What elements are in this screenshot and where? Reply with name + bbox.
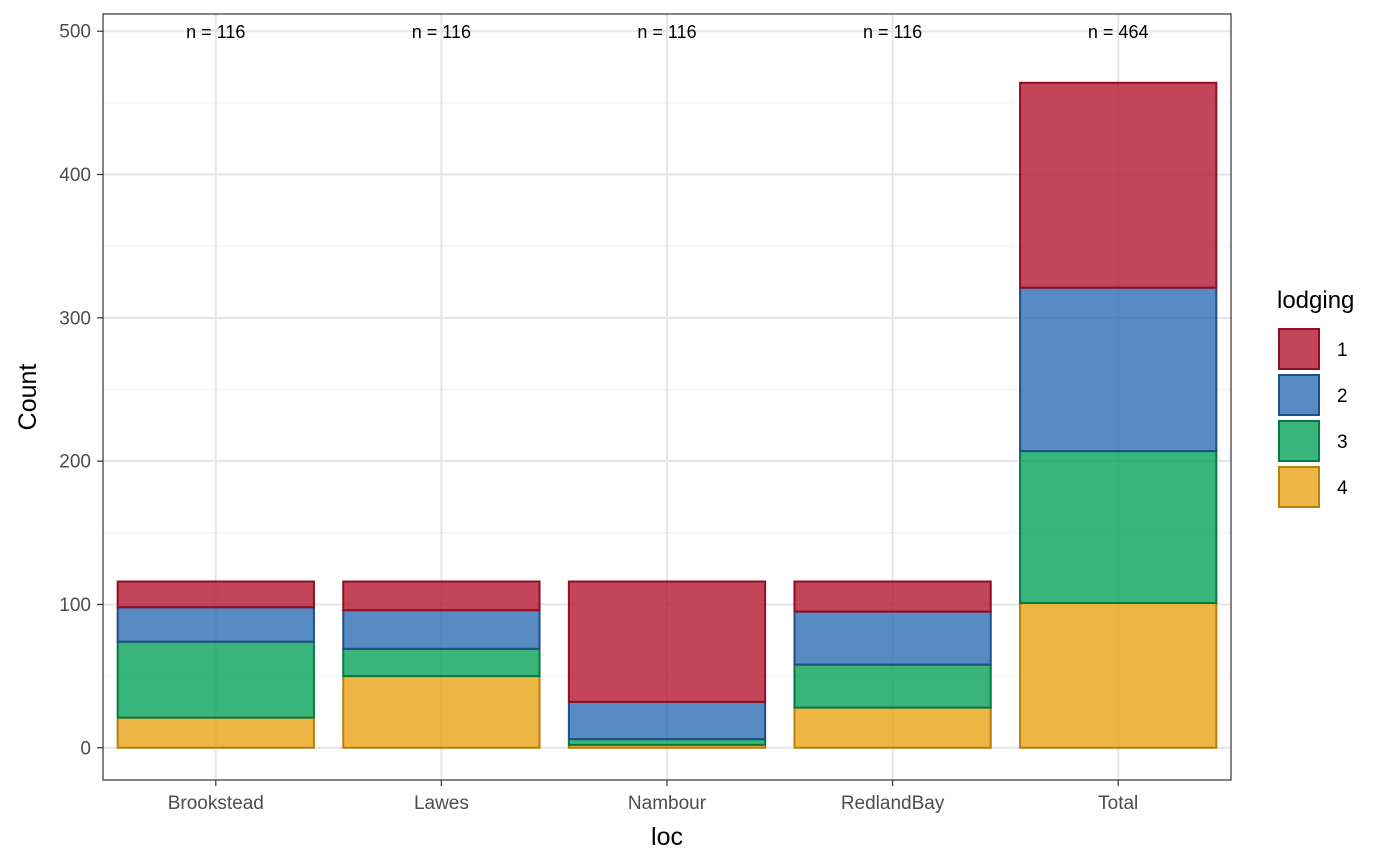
- legend-swatch: [1278, 374, 1320, 416]
- x-tick-label: Total: [1098, 793, 1138, 814]
- bar-segment: [567, 700, 767, 741]
- bar-segment: [342, 580, 541, 612]
- bar-segment: [793, 706, 992, 749]
- bar-segment: [1019, 450, 1218, 605]
- legend-title: lodging: [1277, 287, 1354, 314]
- bars: [116, 81, 1218, 749]
- bar-segment: [793, 663, 992, 709]
- bar-segment: [342, 647, 541, 678]
- y-axis-title: Count: [14, 364, 42, 431]
- y-tick-label: 100: [59, 595, 91, 616]
- bar-segment: [116, 580, 315, 609]
- y-axis: 0 100 200 300 400 500: [59, 22, 103, 759]
- bar-segment: [793, 610, 992, 666]
- bar-segment: [1019, 81, 1218, 289]
- legend-swatch: [1278, 466, 1320, 508]
- x-tick-label: Nambour: [628, 793, 707, 814]
- y-tick-label: 300: [59, 308, 91, 329]
- x-tick-label: RedlandBay: [841, 793, 945, 814]
- bar-segment: [116, 716, 315, 749]
- x-axis: Brookstead Lawes Nambour RedlandBay Total: [168, 780, 1138, 814]
- bar-segment: [342, 675, 541, 749]
- legend-swatch: [1278, 420, 1320, 462]
- count-annotations: n = 116 n = 116 n = 116 n = 116 n = 464: [186, 22, 1148, 42]
- bar-segment: [342, 609, 541, 650]
- count-label: n = 116: [412, 22, 471, 42]
- y-tick-label: 0: [80, 738, 91, 759]
- count-label: n = 116: [863, 22, 922, 42]
- bar-segment: [116, 606, 315, 643]
- legend-label: 4: [1337, 478, 1348, 499]
- legend-label: 1: [1337, 340, 1348, 361]
- bar-segment: [567, 580, 767, 703]
- x-tick-label: Lawes: [414, 793, 469, 814]
- y-tick-label: 500: [59, 22, 91, 43]
- bar-segment: [116, 640, 315, 719]
- bar-segment: [1019, 602, 1218, 749]
- legend-swatch: [1278, 328, 1320, 370]
- legend-label: 2: [1337, 386, 1348, 407]
- count-label: n = 464: [1088, 22, 1149, 42]
- count-label: n = 116: [637, 22, 696, 42]
- bar-segment: [793, 580, 992, 613]
- count-label: n = 116: [186, 22, 245, 42]
- bar-segment: [1019, 286, 1218, 453]
- y-tick-label: 200: [59, 452, 91, 473]
- legend: lodging 1 2 3 4: [1277, 287, 1354, 508]
- legend-label: 3: [1337, 432, 1348, 453]
- y-tick-label: 400: [59, 165, 91, 186]
- x-axis-title: loc: [651, 823, 683, 851]
- x-tick-label: Brookstead: [168, 793, 264, 814]
